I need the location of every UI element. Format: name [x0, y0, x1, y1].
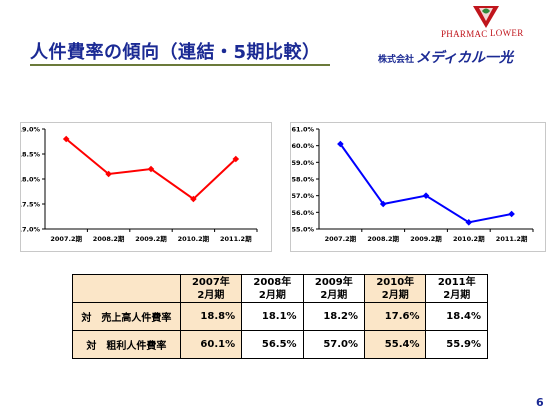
x-tick-label: 2007.2期	[50, 234, 82, 243]
data-point	[508, 210, 515, 218]
row-label: 対 粗利人件費率	[72, 330, 181, 359]
row-label: 対 売上高人件費率	[72, 302, 181, 331]
company-prefix: 株式会社	[378, 55, 415, 65]
data-point	[379, 200, 387, 208]
table-cell: 60.1%	[179, 330, 243, 359]
x-tick-label: 2010.2期	[453, 234, 485, 243]
personnel-cost-ratio-table: 2007年 2月期 2008年 2月期 2009年 2月期 2010年 2月期 2011…	[72, 274, 488, 359]
table-header-cell: 2011年 2月期	[425, 274, 488, 303]
title-underline	[30, 64, 330, 66]
y-tick-label: 61.0%	[291, 126, 314, 134]
y-tick-label: 56.0%	[291, 209, 314, 217]
y-tick-label: 57.0%	[291, 192, 314, 200]
data-point	[232, 155, 240, 163]
table-cell: 17.6%	[364, 302, 427, 331]
page-title: 人件費率の傾向（連結・5期比較）	[30, 42, 321, 63]
header-period: 2月期	[197, 289, 225, 301]
table-cell: 18.4%	[425, 302, 488, 331]
y-tick-label: 58.0%	[291, 176, 314, 184]
table-cell: 18.2%	[302, 302, 366, 331]
table-cell: 57.0%	[302, 330, 366, 359]
x-tick-label: 2011.2期	[496, 234, 528, 243]
y-tick-label: 18.5%	[21, 151, 40, 159]
table-cell: 56.5%	[241, 330, 304, 359]
y-tick-label: 55.0%	[291, 226, 314, 234]
x-tick-label: 2011.2期	[220, 234, 252, 243]
y-tick-label: 18.0%	[21, 176, 40, 184]
data-point	[147, 165, 155, 173]
company-name-main: メディカル一光	[416, 50, 514, 66]
data-point	[62, 135, 70, 143]
logo-flower-text: LOWER	[490, 28, 524, 38]
flower-logo-icon	[473, 6, 499, 28]
x-tick-label: 2009.2期	[135, 234, 167, 243]
x-tick-label: 2009.2期	[410, 234, 442, 243]
table-cell: 18.8%	[179, 302, 243, 331]
header-year: 2007年	[191, 276, 230, 288]
table-cell: 55.9%	[425, 330, 488, 359]
y-tick-label: 17.5%	[21, 201, 40, 209]
table-header-cell: 2007年 2月期	[179, 274, 243, 303]
company-logo: PHARMAC LOWER 株式会社 メディカル一光	[378, 4, 554, 74]
table-header-cell: 2008年 2月期	[241, 274, 304, 303]
table-header-cell: 2009年 2月期	[302, 274, 366, 303]
table-row: 対 売上高人件費率 18.8% 18.1% 18.2% 17.6% 18.4%	[72, 302, 488, 331]
table-cell: 55.4%	[364, 330, 427, 359]
header-period: 2月期	[381, 289, 409, 301]
personnel-to-gross-profit-chart: 55.0% 56.0% 57.0% 58.0% 59.0% 60.0% 61.0% 2007.…	[290, 122, 546, 252]
header-period: 2月期	[443, 289, 471, 301]
chart-svg: 17.0% 17.5% 18.0% 18.5% 19.0% 2007.2期 2008.2期 2…	[21, 126, 258, 243]
header-year: 2009年	[314, 276, 353, 288]
header-period: 2月期	[320, 289, 348, 301]
y-tick-label: 60.0%	[291, 142, 314, 150]
table-header-row: 2007年 2月期 2008年 2月期 2009年 2月期 2010年 2月期 2011…	[72, 274, 488, 303]
header-period: 2月期	[258, 289, 286, 301]
x-tick-label: 2008.2期	[367, 234, 399, 243]
logo-pharmac-text: PHARMAC	[441, 29, 488, 39]
table-cell: 18.1%	[241, 302, 304, 331]
series-line	[339, 143, 512, 224]
header-year: 2011年	[437, 276, 476, 288]
header-year: 2008年	[253, 276, 292, 288]
table-header-cell: 2010年 2月期	[364, 274, 427, 303]
table-row: 対 粗利人件費率 60.1% 56.5% 57.0% 55.4% 55.9%	[72, 330, 488, 359]
y-tick-label: 19.0%	[21, 126, 40, 134]
y-tick-label: 17.0%	[21, 226, 40, 234]
header-year: 2010年	[376, 276, 415, 288]
data-point	[465, 219, 473, 226]
x-tick-label: 2010.2期	[178, 234, 210, 243]
chart-svg: 55.0% 56.0% 57.0% 58.0% 59.0% 60.0% 61.0% 2007.…	[291, 126, 534, 243]
data-point	[337, 140, 344, 148]
x-tick-label: 2008.2期	[93, 234, 125, 243]
table-corner-cell	[72, 274, 181, 303]
data-point	[190, 195, 197, 203]
page-number: 6	[536, 396, 544, 409]
data-point	[105, 170, 112, 178]
personnel-to-sales-chart: 17.0% 17.5% 18.0% 18.5% 19.0% 2007.2期 2008.2期 2…	[20, 122, 272, 252]
y-tick-label: 59.0%	[291, 159, 314, 167]
x-tick-label: 2007.2期	[325, 234, 357, 243]
company-name: 株式会社 メディカル一光	[378, 47, 513, 67]
